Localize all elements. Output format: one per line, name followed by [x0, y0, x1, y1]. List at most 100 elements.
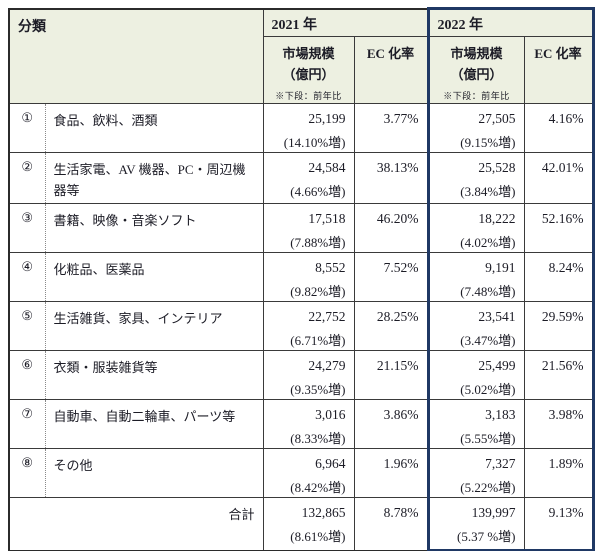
ec-rate-2022: 8.24% — [523, 252, 595, 302]
row-number: ⑤ — [8, 301, 46, 351]
total-market-size-2022: 139,997 (5.37 %増) — [426, 497, 525, 551]
ec-rate-2021: 28.25% — [353, 301, 429, 351]
ec-rate-2021: 38.13% — [353, 152, 429, 204]
market-size-2022: 25,528 (3.84%増) — [426, 152, 525, 204]
category-label: 食品、飲料、酒類 — [44, 103, 264, 153]
yoy-note: ※下段：前年比 — [443, 91, 510, 101]
table-row: ⑥ 衣類・服装雑貨等 24,279 (9.35%増) 21.15% 25,499… — [8, 350, 595, 400]
market-value: 7,327 — [485, 456, 516, 471]
ec-value: 1.89% — [548, 456, 584, 471]
ec-rate-2022: 42.01% — [523, 152, 595, 204]
market-size-2022: 27,505 (9.15%増) — [426, 103, 525, 153]
row-number: ④ — [8, 252, 46, 302]
ec-rate-2021: 46.20% — [353, 203, 429, 253]
ec-value: 3.98% — [548, 407, 584, 422]
header-row-metrics: 市場規模 （億円） ※下段：前年比 EC 化率 市場規模 （億円） ※下段：前年… — [9, 36, 595, 104]
ec-value: 28.25% — [376, 309, 419, 324]
market-value: 24,584 — [308, 160, 346, 175]
market-size-2022: 18,222 (4.02%増) — [426, 203, 525, 253]
yoy-value: (7.48%増) — [460, 284, 516, 299]
header-ec-rate-2022: EC 化率 — [523, 36, 595, 104]
table-row: ③ 書籍、映像・音楽ソフト 17,518 (7.88%増) 46.20% 18,… — [8, 203, 595, 253]
ec-value: 42.01% — [541, 160, 584, 175]
market-size-2021: 17,518 (7.88%増) — [262, 203, 355, 253]
category-label: 自動車、自動二輪車、パーツ等 — [44, 399, 264, 449]
market-size-2021: 24,279 (9.35%増) — [262, 350, 355, 400]
market-size-2022: 25,499 (5.02%増) — [426, 350, 525, 400]
yoy-value: (9.35%増) — [290, 382, 346, 397]
market-value: 25,199 — [308, 111, 346, 126]
ec-value: 38.13% — [376, 160, 419, 175]
total-row: 合計 132,865 (8.61%増) 8.78% 139,997 (5.37 … — [8, 497, 595, 551]
ec-rate-label: EC 化率 — [366, 46, 415, 61]
market-value: 25,528 — [478, 160, 516, 175]
header-ec-rate-2021: EC 化率 — [353, 36, 429, 104]
category-label: 生活雑貨、家具、インテリア — [44, 301, 264, 351]
ec-rate-2022: 3.98% — [523, 399, 595, 449]
ec-rate-2022: 29.59% — [523, 301, 595, 351]
ec-rate-2022: 1.89% — [523, 448, 595, 498]
table-row: ② 生活家電、AV 機器、PC・周辺機器等 24,584 (4.66%増) 38… — [8, 152, 595, 204]
yoy-value: (4.02%増) — [460, 235, 516, 250]
yoy-value: (9.15%増) — [460, 135, 516, 150]
table-row: ⑧ その他 6,964 (8.42%増) 1.96% 7,327 (5.22%増… — [8, 448, 595, 498]
row-number: ⑧ — [8, 448, 46, 498]
market-value: 9,191 — [485, 260, 516, 275]
yoy-value: (8.33%増) — [290, 431, 346, 446]
market-value: 8,552 — [315, 260, 346, 275]
yoy-value: (5.55%増) — [460, 431, 516, 446]
ec-value: 46.20% — [376, 211, 419, 226]
ec-rate-2021: 3.77% — [353, 103, 429, 153]
row-number: ③ — [8, 203, 46, 253]
yoy-value: (14.10%増) — [283, 135, 346, 150]
market-value: 132,865 — [301, 505, 346, 520]
category-label: その他 — [44, 448, 264, 498]
yoy-value: (9.82%増) — [290, 284, 346, 299]
market-size-unit: （億円） — [450, 67, 503, 82]
header-year-2021: 2021 年 — [262, 8, 429, 37]
yoy-value: (5.02%増) — [460, 382, 516, 397]
market-value: 23,541 — [478, 309, 516, 324]
header-row-years: 分類 2021 年 2022 年 — [8, 7, 595, 104]
total-ec-rate-2022: 9.13% — [523, 497, 595, 551]
yoy-value: (7.88%増) — [290, 235, 346, 250]
market-size-2021: 25,199 (14.10%増) — [262, 103, 355, 153]
yoy-value: (3.47%増) — [460, 333, 516, 348]
market-size-label: 市場規模 — [450, 46, 503, 61]
market-value: 18,222 — [478, 211, 516, 226]
yoy-value: (8.61%増) — [290, 529, 346, 544]
yoy-value: (5.37 %増) — [457, 529, 516, 544]
ec-value: 3.77% — [383, 111, 419, 126]
ec-value: 21.15% — [376, 358, 419, 373]
ec-rate-2022: 4.16% — [523, 103, 595, 153]
market-value: 24,279 — [308, 358, 346, 373]
category-label: 生活家電、AV 機器、PC・周辺機器等 — [44, 152, 264, 204]
market-size-2021: 24,584 (4.66%増) — [262, 152, 355, 204]
ec-value: 52.16% — [541, 211, 584, 226]
header-market-size-2021: 市場規模 （億円） ※下段：前年比 — [262, 36, 355, 104]
market-value: 17,518 — [308, 211, 346, 226]
category-label: 衣類・服装雑貨等 — [44, 350, 264, 400]
ec-value: 3.86% — [383, 407, 419, 422]
market-size-2021: 6,964 (8.42%増) — [262, 448, 355, 498]
ec-value: 21.56% — [541, 358, 584, 373]
table-row: ① 食品、飲料、酒類 25,199 (14.10%増) 3.77% 27,505… — [8, 103, 595, 153]
total-market-size-2021: 132,865 (8.61%増) — [262, 497, 355, 551]
yoy-value: (4.66%増) — [290, 184, 346, 199]
row-number: ② — [8, 152, 46, 204]
ec-value: 8.78% — [383, 505, 419, 520]
ec-value: 9.13% — [548, 505, 584, 520]
row-number: ⑥ — [8, 350, 46, 400]
yoy-value: (8.42%増) — [290, 480, 346, 495]
ec-rate-label: EC 化率 — [534, 46, 582, 61]
header-year-2022: 2022 年 — [426, 7, 595, 37]
ec-rate-2021: 1.96% — [353, 448, 429, 498]
yoy-note: ※下段：前年比 — [275, 91, 342, 101]
total-ec-rate-2021: 8.78% — [353, 497, 429, 551]
yoy-value: (6.71%増) — [290, 333, 346, 348]
category-label: 書籍、映像・音楽ソフト — [44, 203, 264, 253]
ec-value: 8.24% — [548, 260, 584, 275]
yoy-value: (3.84%増) — [460, 184, 516, 199]
market-value: 139,997 — [471, 505, 516, 520]
